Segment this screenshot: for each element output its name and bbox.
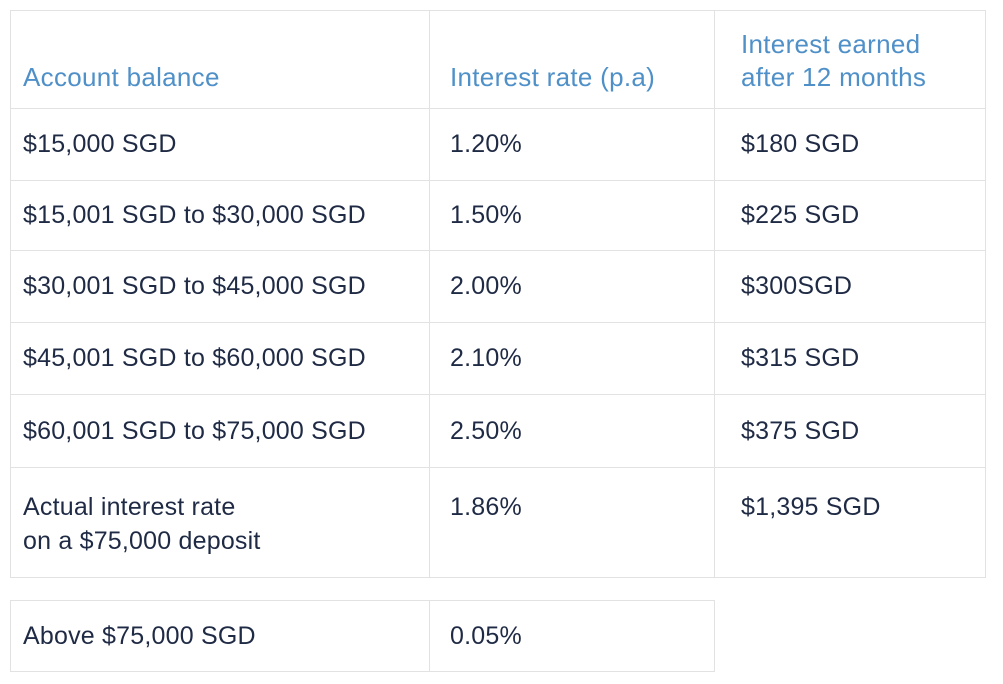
rate-cell: 2.00% [429, 250, 715, 323]
header-interest-rate: Interest rate (p.a) [429, 10, 715, 109]
summary-row: Actual interest rate on a $75,000 deposi… [10, 467, 986, 578]
header-account-balance: Account balance [10, 10, 430, 109]
table-row: $15,000 SGD 1.20% $180 SGD [10, 108, 986, 181]
earned-cell: $375 SGD [714, 394, 986, 468]
table-row: Above $75,000 SGD 0.05% [10, 600, 715, 672]
balance-cell: $30,001 SGD to $45,000 SGD [10, 250, 430, 323]
interest-rate-table: Account balance Interest rate (p.a) Inte… [10, 10, 986, 578]
earned-cell: $315 SGD [714, 322, 986, 395]
table-row: $45,001 SGD to $60,000 SGD 2.10% $315 SG… [10, 322, 986, 395]
rate-cell: 2.50% [429, 394, 715, 468]
header-interest-earned-line1: Interest earned [741, 29, 921, 59]
header-interest-earned: Interest earned after 12 months [714, 10, 986, 109]
summary-rate-cell: 1.86% [429, 467, 715, 578]
above-threshold-table: Above $75,000 SGD 0.05% [10, 600, 715, 672]
earned-cell: $300SGD [714, 250, 986, 323]
balance-cell: $15,000 SGD [10, 108, 430, 181]
rate-cell: 1.50% [429, 180, 715, 251]
rate-cell: 2.10% [429, 322, 715, 395]
balance-cell: $15,001 SGD to $30,000 SGD [10, 180, 430, 251]
balance-cell: Above $75,000 SGD [10, 600, 430, 672]
table-row: $30,001 SGD to $45,000 SGD 2.00% $300SGD [10, 250, 986, 323]
rate-cell: 1.20% [429, 108, 715, 181]
table-row: $60,001 SGD to $75,000 SGD 2.50% $375 SG… [10, 394, 986, 468]
summary-earned-cell: $1,395 SGD [714, 467, 986, 578]
header-interest-earned-line2: after 12 months [741, 62, 927, 92]
table-row: $15,001 SGD to $30,000 SGD 1.50% $225 SG… [10, 180, 986, 251]
balance-cell: $60,001 SGD to $75,000 SGD [10, 394, 430, 468]
earned-cell: $225 SGD [714, 180, 986, 251]
summary-label-cell: Actual interest rate on a $75,000 deposi… [10, 467, 430, 578]
earned-cell: $180 SGD [714, 108, 986, 181]
balance-cell: $45,001 SGD to $60,000 SGD [10, 322, 430, 395]
table-header-row: Account balance Interest rate (p.a) Inte… [10, 10, 986, 109]
summary-label-line2: on a $75,000 deposit [23, 527, 261, 555]
summary-label-line1: Actual interest rate [23, 493, 236, 521]
rate-cell: 0.05% [429, 600, 715, 672]
